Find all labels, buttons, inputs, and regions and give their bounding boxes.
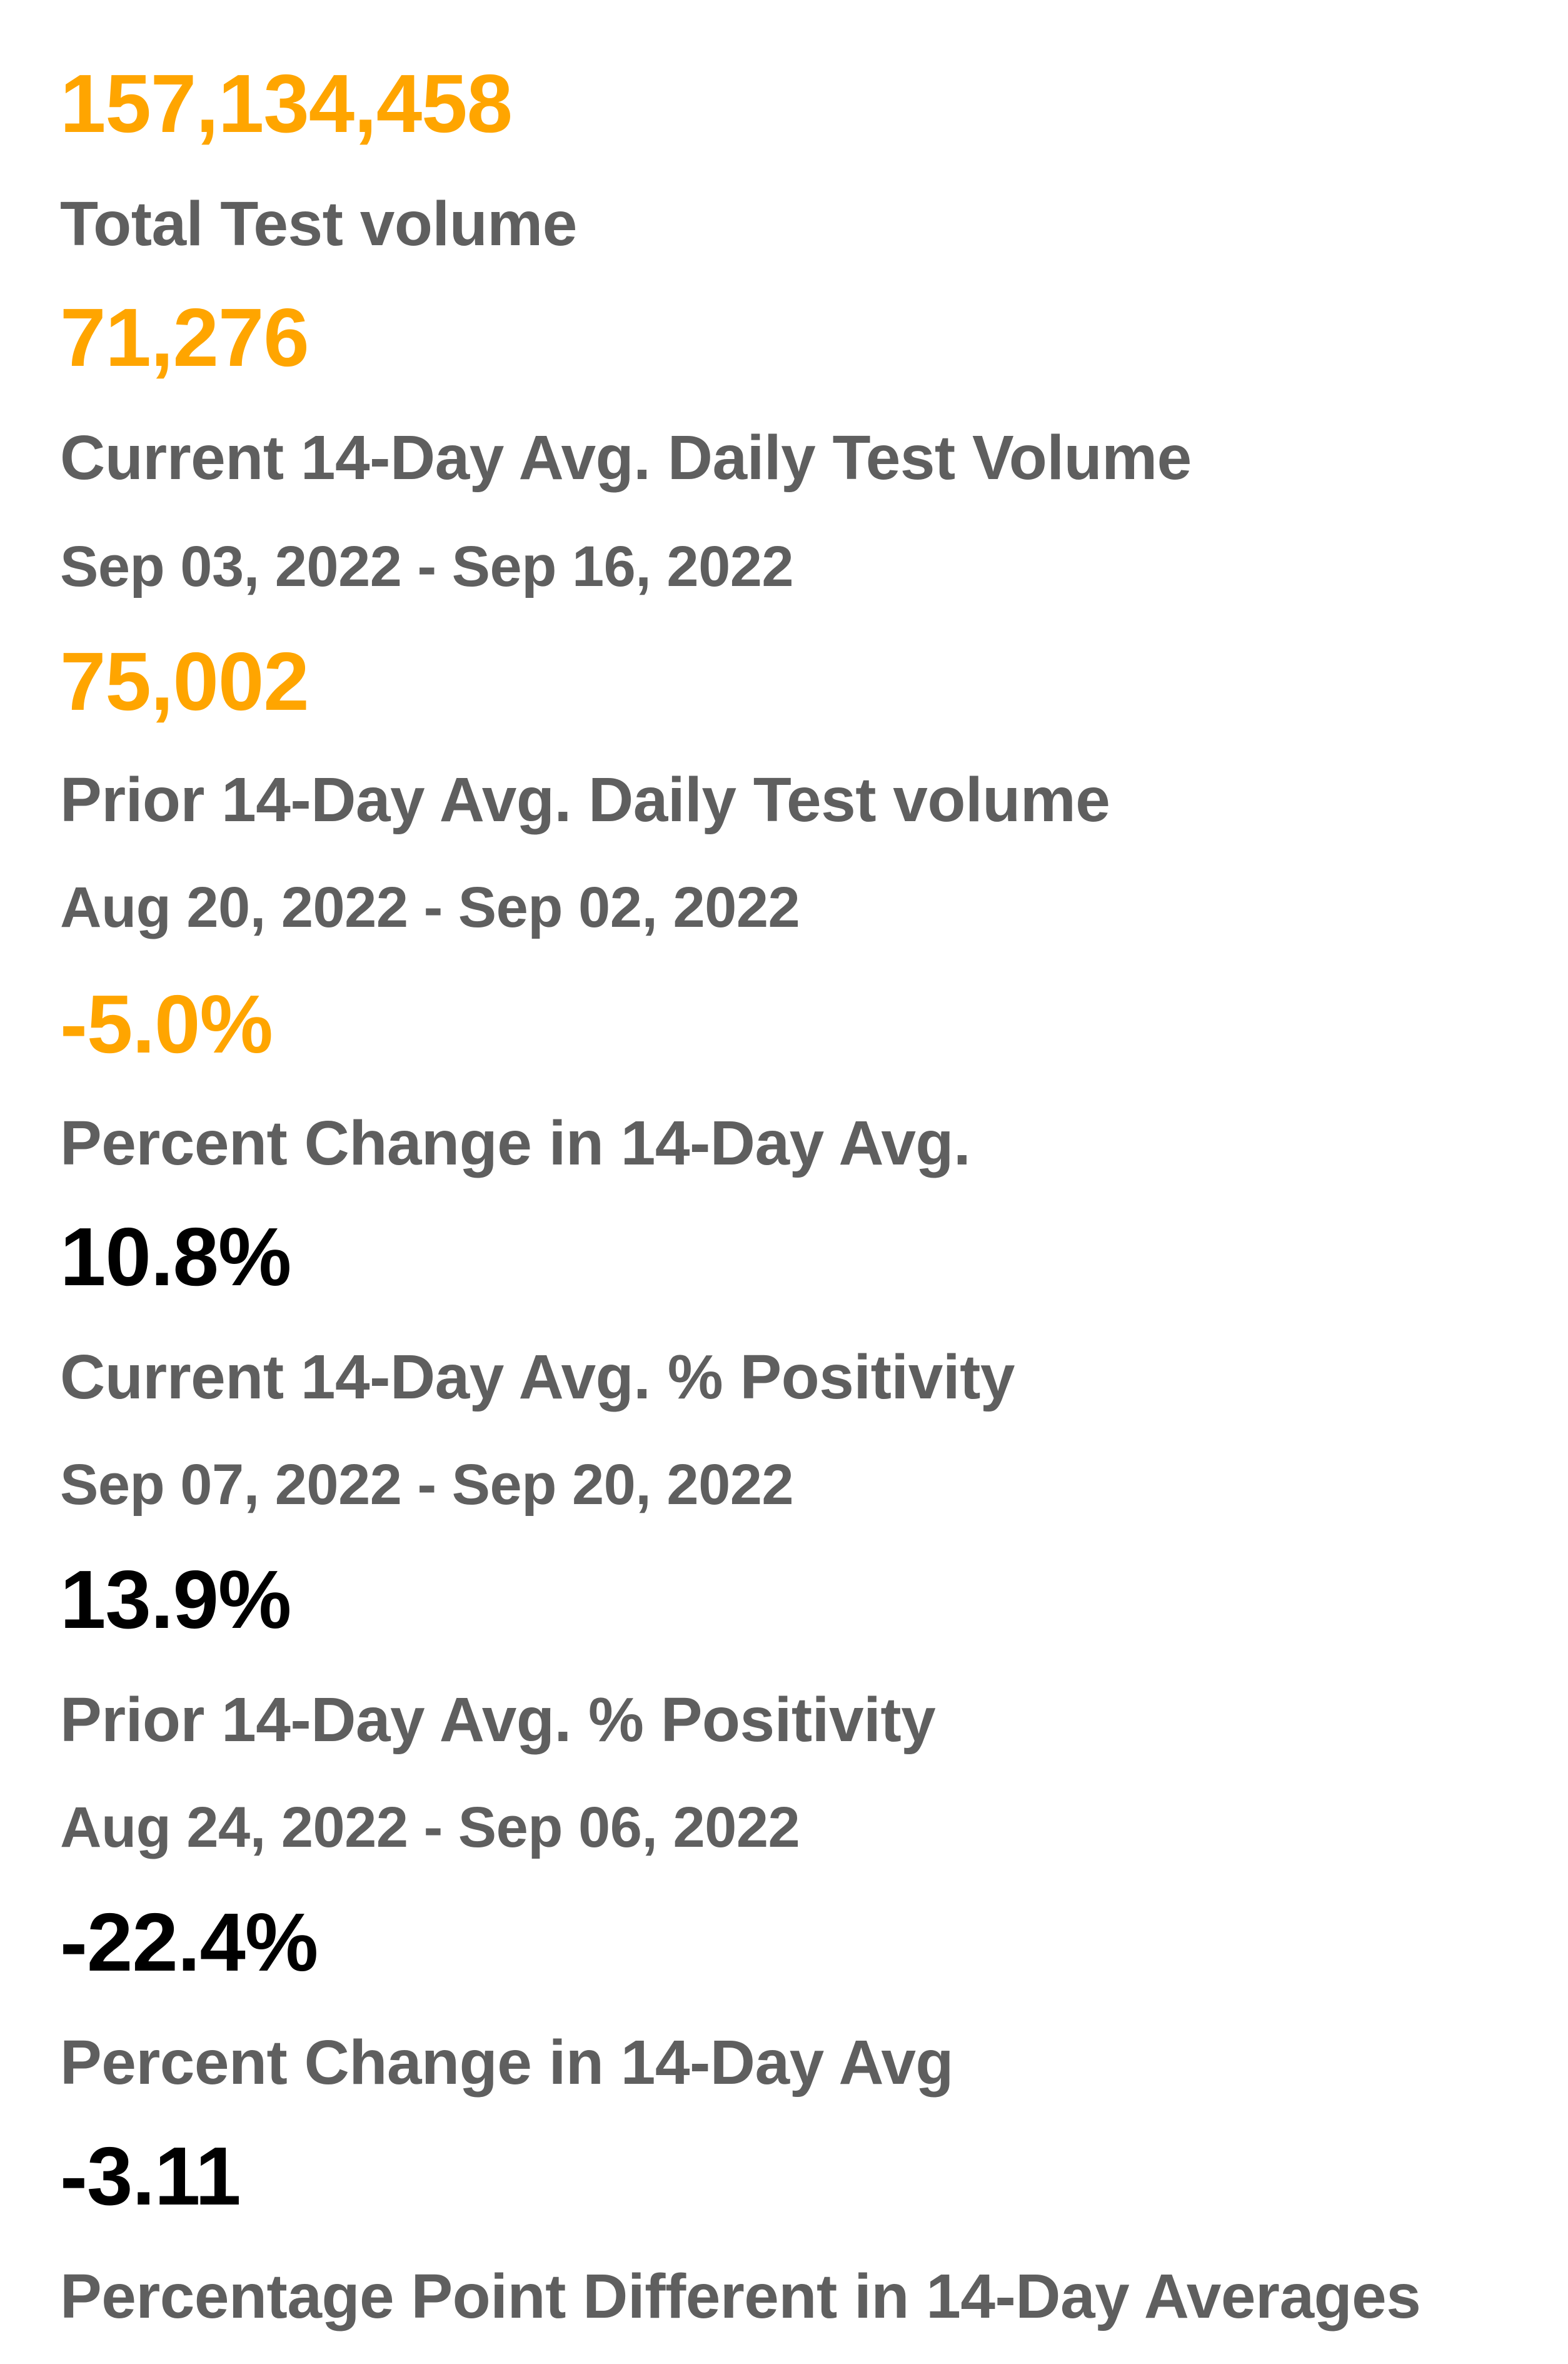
positivity-percent-change-label: Percent Change in 14-Day Avg: [60, 2028, 954, 2098]
prior-positivity-date-range: Aug 24, 2022 - Sep 06, 2022: [60, 1796, 800, 1859]
prior-positivity-label: Prior 14-Day Avg. % Positivity: [60, 1685, 936, 1755]
total-test-volume-value: 157,134,458: [60, 58, 513, 149]
positivity-percent-change-value: -22.4%: [60, 1896, 318, 1988]
prior-avg-daily-volume-label: Prior 14-Day Avg. Daily Test volume: [60, 765, 1110, 835]
prior-positivity-value: 13.9%: [60, 1553, 291, 1645]
prior-avg-daily-volume-value: 75,002: [60, 635, 309, 727]
volume-percent-change-label: Percent Change in 14-Day Avg.: [60, 1108, 971, 1178]
total-test-volume-label: Total Test volume: [60, 189, 577, 259]
positivity-point-difference-label: Percentage Point Different in 14-Day Ave…: [60, 2261, 1421, 2331]
current-avg-daily-volume-label: Current 14-Day Avg. Daily Test Volume: [60, 423, 1192, 493]
current-avg-daily-volume-value: 71,276: [60, 291, 309, 383]
positivity-point-difference-value: -3.11: [60, 2130, 241, 2222]
volume-percent-change-value: -5.0%: [60, 978, 273, 1070]
current-positivity-label: Current 14-Day Avg. % Positivity: [60, 1342, 1015, 1412]
prior-avg-daily-volume-date-range: Aug 20, 2022 - Sep 02, 2022: [60, 876, 800, 939]
current-positivity-date-range: Sep 07, 2022 - Sep 20, 2022: [60, 1453, 794, 1517]
current-positivity-value: 10.8%: [60, 1211, 291, 1303]
current-avg-daily-volume-date-range: Sep 03, 2022 - Sep 16, 2022: [60, 535, 794, 599]
